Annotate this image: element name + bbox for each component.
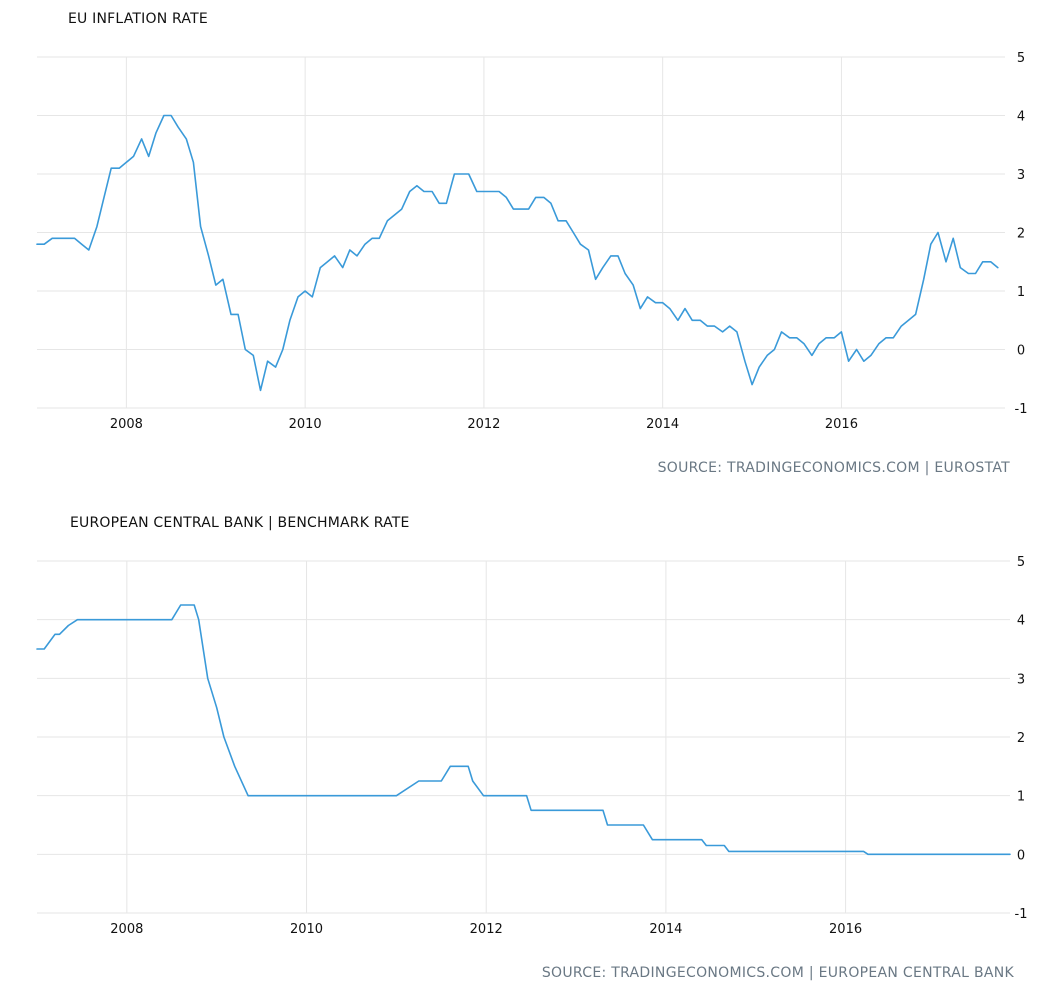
ecb-chart-source[interactable]: SOURCE: TRADINGECONOMICS.COM | EUROPEAN …	[541, 965, 1014, 981]
inflation-chart-title: EU INFLATION RATE	[68, 11, 208, 27]
series-line[interactable]	[36, 114, 999, 392]
y-tick-label: 3	[1017, 672, 1025, 687]
x-tick-label: 2010	[289, 417, 322, 432]
ecb-chart-plot[interactable]: 5 4 3 2 1 0 -1 2008 2010 2012 2014 2016	[0, 505, 1047, 955]
series-line[interactable]	[36, 604, 1011, 856]
y-tick-label: 1	[1017, 285, 1025, 300]
x-tick-label: 2016	[829, 922, 862, 937]
x-tick-label: 2014	[649, 922, 682, 937]
y-tick-label: 3	[1017, 168, 1025, 183]
y-tick-label: 4	[1017, 614, 1025, 629]
y-tick-label: 0	[1017, 344, 1025, 359]
ecb-chart-title: EUROPEAN CENTRAL BANK | BENCHMARK RATE	[70, 515, 410, 531]
x-tick-label: 2008	[110, 417, 143, 432]
y-tick-label: 5	[1017, 51, 1025, 66]
x-tick-label: 2008	[110, 922, 143, 937]
inflation-chart-source[interactable]: SOURCE: TRADINGECONOMICS.COM | EUROSTAT	[657, 460, 1010, 476]
y-tick-label: 0	[1017, 848, 1025, 863]
x-tick-label: 2012	[467, 417, 500, 432]
y-tick-label: -1	[1015, 402, 1028, 417]
y-tick-label: 4	[1017, 110, 1025, 125]
ecb-chart-panel: EUROPEAN CENTRAL BANK | BENCHMARK RATE 5…	[0, 505, 1047, 990]
x-tick-label: 2010	[290, 922, 323, 937]
inflation-chart-panel: EU INFLATION RATE 5 4 3 2 1 0 -1 2008 2010 2012 20…	[0, 0, 1047, 490]
x-tick-label: 2016	[825, 417, 858, 432]
x-tick-label: 2012	[470, 922, 503, 937]
y-tick-label: 1	[1017, 790, 1025, 805]
x-tick-label: 2014	[646, 417, 679, 432]
y-tick-label: 5	[1017, 555, 1025, 570]
y-tick-label: 2	[1017, 731, 1025, 746]
inflation-chart-plot[interactable]: 5 4 3 2 1 0 -1 2008 2010 2012 2014 2016	[0, 0, 1047, 450]
y-tick-label: -1	[1015, 907, 1028, 922]
y-tick-label: 2	[1017, 227, 1025, 242]
